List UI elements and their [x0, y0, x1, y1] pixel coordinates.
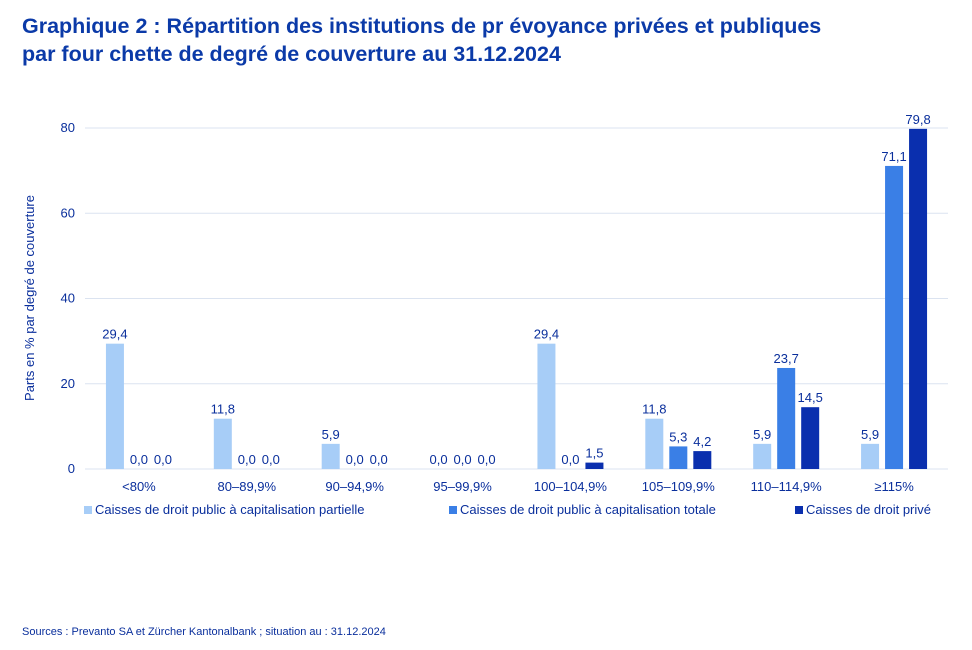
bar-chart: 0 20 40 60 80 Parts en % par degré de couvert…: [22, 112, 948, 494]
legend-label-partial: Caisses de droit public à capitalisation…: [95, 502, 365, 517]
data-label: 4,2: [693, 434, 711, 449]
legend-item-total: Caisses de droit public à capitalisation…: [449, 502, 716, 517]
data-label: 11,8: [642, 402, 666, 417]
data-label: 0,0: [370, 452, 388, 467]
y-tick-label: 60: [61, 205, 75, 220]
y-tick-label: 40: [61, 291, 75, 306]
legend-item-partial: Caisses de droit public à capitalisation…: [84, 502, 365, 517]
data-label: 0,0: [430, 452, 448, 467]
data-label: 29,4: [102, 327, 127, 342]
data-label: 5,9: [861, 427, 879, 442]
bar: [537, 343, 556, 469]
data-label: 0,0: [130, 452, 148, 467]
legend-swatch-private: [795, 505, 803, 514]
data-label: 79,8: [905, 112, 930, 127]
legend-swatch-partial: [84, 505, 92, 514]
bar: [861, 443, 880, 469]
data-label: 0,0: [262, 452, 280, 467]
bar: [909, 128, 928, 470]
y-tick-label: 0: [68, 461, 75, 476]
y-tick-label: 20: [61, 376, 75, 391]
bar: [213, 418, 232, 469]
x-tick-label: 80–89,9%: [218, 479, 277, 494]
bar: [321, 443, 340, 469]
x-tick-label: 105–109,9%: [642, 479, 715, 494]
x-tick-label: <80%: [122, 479, 156, 494]
data-label: 71,1: [881, 149, 906, 164]
data-label: 1,5: [585, 446, 603, 461]
bar: [585, 462, 604, 469]
data-label: 0,0: [478, 452, 496, 467]
data-label: 11,8: [211, 402, 235, 417]
legend-label-total: Caisses de droit public à capitalisation…: [460, 502, 716, 517]
data-label: 0,0: [238, 452, 256, 467]
y-axis-label: Parts en % par degré de couverture: [22, 195, 37, 401]
y-tick-label: 80: [61, 120, 75, 135]
legend-swatch-total: [449, 505, 457, 514]
data-label: 0,0: [561, 452, 579, 467]
bar: [777, 367, 796, 469]
source-note: Sources : Prevanto SA et Zürcher Kantona…: [22, 626, 386, 638]
x-tick-label: 90–94,9%: [325, 479, 384, 494]
data-label: 5,3: [669, 429, 687, 444]
data-label: 14,5: [798, 390, 823, 405]
bar: [669, 446, 688, 469]
legend-item-private: Caisses de droit privé: [795, 502, 931, 517]
x-tick-label: 100–104,9%: [534, 479, 607, 494]
data-label: 0,0: [454, 452, 472, 467]
x-tick-label: 110–114,9%: [751, 479, 823, 494]
chart-title-line-2: par four chette de degré de couverture a…: [22, 42, 561, 66]
x-tick-label: ≥115%: [874, 479, 914, 494]
data-label: 23,7: [774, 351, 799, 366]
data-label: 0,0: [154, 452, 172, 467]
data-label: 0,0: [346, 452, 364, 467]
legend-label-private: Caisses de droit privé: [806, 502, 931, 517]
bar: [801, 407, 820, 469]
chart-title-line-1: Graphique 2 : Répartition des institutio…: [22, 14, 822, 38]
bar: [885, 165, 904, 469]
data-label: 5,9: [753, 427, 771, 442]
x-tick-label: 95–99,9%: [433, 479, 492, 494]
data-label: 5,9: [322, 427, 340, 442]
bar: [753, 443, 772, 469]
bar: [105, 343, 124, 469]
bar: [645, 418, 664, 469]
data-label: 29,4: [534, 327, 559, 342]
chart-title: Graphique 2 : Répartition des institutio…: [22, 12, 952, 68]
bar: [693, 451, 712, 469]
